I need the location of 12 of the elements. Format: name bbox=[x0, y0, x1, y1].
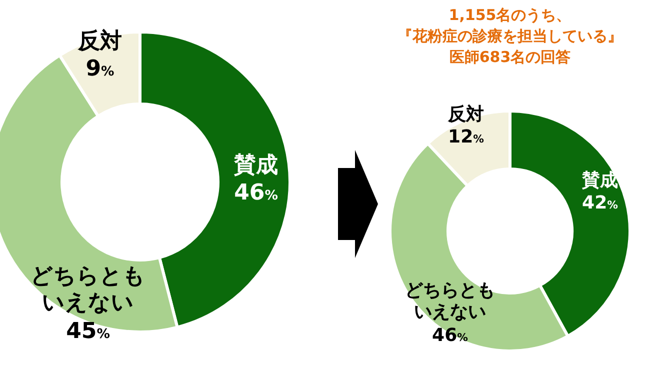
slice-label: 賛成 bbox=[233, 153, 278, 178]
slice-label: 反対 bbox=[77, 28, 122, 54]
data-label: 46% bbox=[234, 180, 278, 206]
slice-label: どちらともいえない bbox=[30, 264, 146, 316]
data-label: 12% bbox=[448, 126, 484, 148]
data-label: 45% bbox=[66, 319, 110, 344]
slice-label: どちらともいえない bbox=[405, 280, 495, 323]
data-label: 9% bbox=[86, 56, 114, 82]
data-label: 46% bbox=[432, 325, 468, 346]
slice-label: 反対 bbox=[447, 104, 484, 125]
data-label: 42% bbox=[582, 192, 618, 214]
chart-title: 1,155名のうち、『花粉症の診療を担当している』医師683名の回答 bbox=[398, 6, 622, 66]
